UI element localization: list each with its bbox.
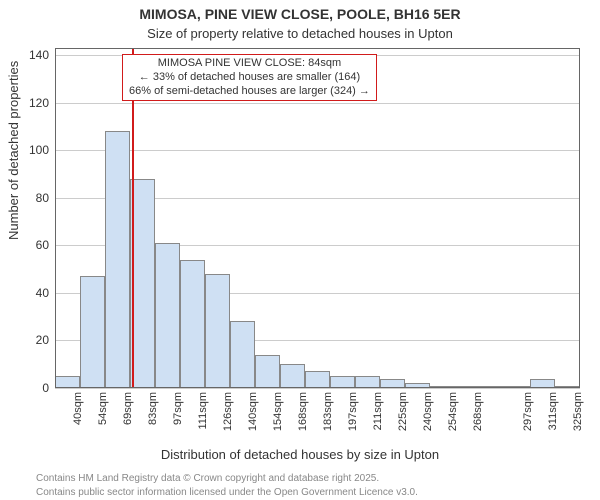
x-tick-label: 240sqm xyxy=(422,392,434,431)
x-tick-label: 311sqm xyxy=(547,392,559,430)
x-tick-label: 268sqm xyxy=(472,392,484,431)
x-tick-label: 126sqm xyxy=(222,392,234,431)
x-tick-label: 211sqm xyxy=(372,392,384,430)
y-tick-label: 140 xyxy=(29,48,49,62)
chart-title: MIMOSA, PINE VIEW CLOSE, POOLE, BH16 5ER xyxy=(0,6,600,22)
chart-container: MIMOSA, PINE VIEW CLOSE, POOLE, BH16 5ER… xyxy=(0,0,600,500)
x-tick-label: 168sqm xyxy=(297,392,309,431)
x-tick-label: 40sqm xyxy=(72,392,84,425)
x-tick-label: 325sqm xyxy=(572,392,584,431)
y-tick-label: 20 xyxy=(36,333,49,347)
x-tick-label: 140sqm xyxy=(247,392,259,431)
x-tick-label: 225sqm xyxy=(397,392,409,431)
annotation-box: MIMOSA PINE VIEW CLOSE: 84sqm← 33% of de… xyxy=(122,54,377,101)
x-tick-label: 297sqm xyxy=(522,392,534,431)
x-tick-label: 54sqm xyxy=(97,392,109,425)
y-axis-label: Number of detached properties xyxy=(6,61,21,240)
x-tick-label: 154sqm xyxy=(272,392,284,431)
y-tick-label: 40 xyxy=(36,286,49,300)
x-tick-label: 183sqm xyxy=(322,392,334,431)
x-tick-label: 97sqm xyxy=(172,392,184,425)
y-tick-label: 60 xyxy=(36,238,49,252)
credit-line-1: Contains HM Land Registry data © Crown c… xyxy=(36,473,379,484)
y-tick-label: 120 xyxy=(29,96,49,110)
x-tick-label: 111sqm xyxy=(197,392,209,430)
plot-area: 020406080100120140 40sqm54sqm69sqm83sqm9… xyxy=(55,48,580,388)
credit-line-2: Contains public sector information licen… xyxy=(36,487,418,498)
x-tick-label: 83sqm xyxy=(147,392,159,425)
chart-subtitle: Size of property relative to detached ho… xyxy=(0,26,600,41)
y-tick-label: 100 xyxy=(29,143,49,157)
x-tick-label: 197sqm xyxy=(347,392,359,431)
annotation-line: MIMOSA PINE VIEW CLOSE: 84sqm xyxy=(129,57,370,71)
x-axis-label: Distribution of detached houses by size … xyxy=(0,447,600,462)
x-tick-label: 254sqm xyxy=(447,392,459,431)
grid-line xyxy=(55,388,580,389)
y-tick-label: 80 xyxy=(36,191,49,205)
x-tick-label: 69sqm xyxy=(122,392,134,425)
annotation-line: ← 33% of detached houses are smaller (16… xyxy=(129,71,370,85)
y-tick-label: 0 xyxy=(42,381,49,395)
annotation-line: 66% of semi-detached houses are larger (… xyxy=(129,85,370,99)
